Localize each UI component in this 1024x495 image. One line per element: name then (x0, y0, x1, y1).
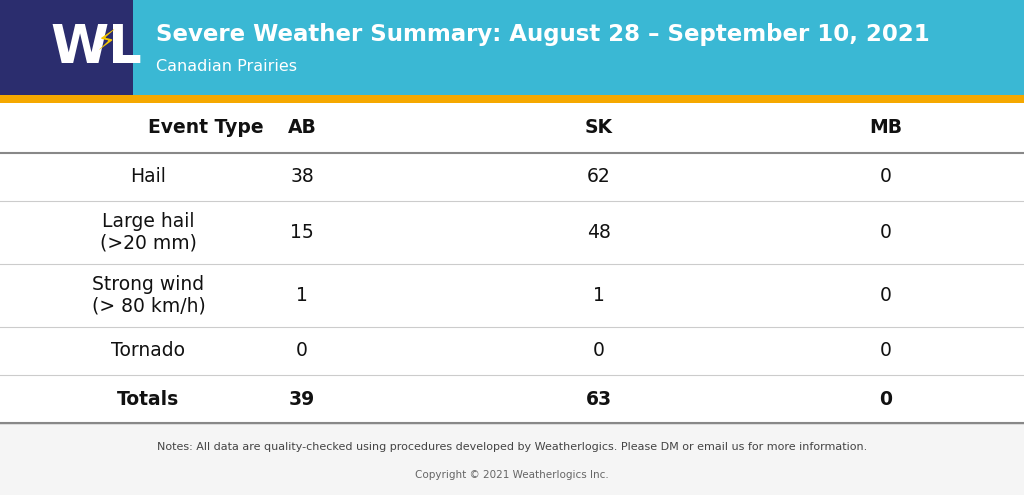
Text: Severe Weather Summary: August 28 – September 10, 2021: Severe Weather Summary: August 28 – Sept… (156, 23, 930, 46)
Text: 0: 0 (880, 286, 892, 304)
Text: 62: 62 (587, 167, 611, 186)
Text: Event Type: Event Type (148, 118, 264, 137)
Bar (0, 423, 1024, 495)
Text: 1: 1 (593, 286, 605, 304)
Text: WL: WL (50, 21, 142, 74)
Text: Notes: All data are quality-checked using procedures developed by Weatherlogics.: Notes: All data are quality-checked usin… (157, 442, 867, 452)
Text: ⚡: ⚡ (96, 29, 117, 56)
Text: Tornado: Tornado (112, 341, 185, 360)
Text: 15: 15 (290, 223, 314, 242)
Text: 1: 1 (296, 286, 308, 304)
Text: Canadian Prairies: Canadian Prairies (156, 59, 297, 74)
Text: Strong wind
(> 80 km/h): Strong wind (> 80 km/h) (91, 275, 206, 316)
Bar (0, 0, 133, 95)
Text: 0: 0 (593, 341, 605, 360)
Text: SK: SK (585, 118, 613, 137)
Text: 38: 38 (290, 167, 314, 186)
Text: 63: 63 (586, 390, 612, 408)
Text: 39: 39 (289, 390, 315, 408)
Text: 48: 48 (587, 223, 611, 242)
Text: AB: AB (288, 118, 316, 137)
Text: Copyright © 2021 Weatherlogics Inc.: Copyright © 2021 Weatherlogics Inc. (415, 470, 609, 480)
Text: Large hail
(>20 mm): Large hail (>20 mm) (100, 212, 197, 253)
Text: Hail: Hail (130, 167, 167, 186)
Text: 0: 0 (880, 167, 892, 186)
Text: MB: MB (869, 118, 902, 137)
Text: Totals: Totals (118, 390, 179, 408)
Text: 0: 0 (880, 223, 892, 242)
Text: 0: 0 (880, 341, 892, 360)
Text: 0: 0 (880, 390, 892, 408)
Bar (0, 0, 1024, 95)
Bar (0, 95, 1024, 103)
Text: 0: 0 (296, 341, 308, 360)
